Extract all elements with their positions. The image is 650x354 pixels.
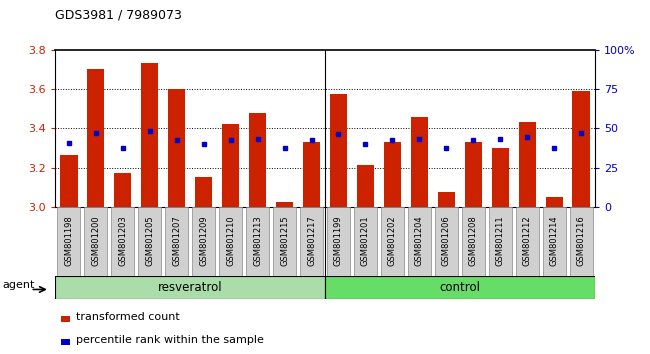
- Text: GSM801205: GSM801205: [145, 215, 154, 266]
- Text: GSM801217: GSM801217: [307, 215, 316, 266]
- Bar: [246, 207, 269, 276]
- Bar: [60, 155, 77, 207]
- Bar: [516, 207, 539, 276]
- Bar: [408, 207, 431, 276]
- Bar: [219, 207, 242, 276]
- Bar: [491, 148, 509, 207]
- Bar: [411, 116, 428, 207]
- Bar: [276, 202, 293, 207]
- Text: agent: agent: [3, 280, 35, 290]
- Text: GSM801210: GSM801210: [226, 215, 235, 266]
- Bar: [519, 122, 536, 207]
- Bar: [437, 192, 455, 207]
- Bar: [138, 207, 161, 276]
- Bar: [55, 276, 325, 299]
- Text: GSM801201: GSM801201: [361, 215, 370, 266]
- Text: GSM801200: GSM801200: [91, 215, 100, 266]
- Bar: [543, 207, 566, 276]
- Text: GSM801209: GSM801209: [199, 215, 208, 266]
- Text: GSM801202: GSM801202: [388, 215, 397, 266]
- Text: GSM801204: GSM801204: [415, 215, 424, 266]
- Bar: [87, 69, 105, 207]
- Text: resveratrol: resveratrol: [158, 281, 222, 294]
- Bar: [462, 207, 485, 276]
- Bar: [357, 165, 374, 207]
- Text: GSM801212: GSM801212: [523, 215, 532, 266]
- Bar: [384, 142, 401, 207]
- Bar: [192, 207, 215, 276]
- Bar: [165, 207, 188, 276]
- Bar: [381, 207, 404, 276]
- Text: GSM801198: GSM801198: [64, 215, 73, 266]
- Text: control: control: [439, 281, 480, 294]
- Text: GSM801207: GSM801207: [172, 215, 181, 266]
- Bar: [354, 207, 377, 276]
- Bar: [141, 63, 159, 207]
- Bar: [57, 207, 80, 276]
- Bar: [222, 124, 239, 207]
- Bar: [573, 91, 590, 207]
- Bar: [249, 113, 266, 207]
- Text: GSM801211: GSM801211: [496, 215, 505, 266]
- Text: GSM801203: GSM801203: [118, 215, 127, 266]
- Bar: [195, 177, 213, 207]
- Bar: [273, 207, 296, 276]
- Text: GSM801216: GSM801216: [577, 215, 586, 266]
- Bar: [60, 339, 70, 344]
- Bar: [327, 207, 350, 276]
- Text: GSM801199: GSM801199: [334, 215, 343, 266]
- Text: GSM801214: GSM801214: [550, 215, 559, 266]
- Bar: [545, 197, 563, 207]
- Bar: [465, 142, 482, 207]
- Text: percentile rank within the sample: percentile rank within the sample: [76, 335, 264, 344]
- Bar: [168, 89, 185, 207]
- Text: GDS3981 / 7989073: GDS3981 / 7989073: [55, 9, 182, 22]
- Bar: [435, 207, 458, 276]
- Bar: [60, 316, 70, 322]
- Bar: [111, 207, 134, 276]
- Text: GSM801206: GSM801206: [442, 215, 451, 266]
- Bar: [114, 173, 131, 207]
- Text: GSM801215: GSM801215: [280, 215, 289, 266]
- Bar: [84, 207, 107, 276]
- Bar: [570, 207, 593, 276]
- Text: GSM801208: GSM801208: [469, 215, 478, 266]
- Bar: [330, 94, 347, 207]
- Text: GSM801213: GSM801213: [253, 215, 262, 266]
- Bar: [303, 142, 320, 207]
- Bar: [325, 276, 595, 299]
- Text: transformed count: transformed count: [76, 312, 179, 322]
- Bar: [300, 207, 323, 276]
- Bar: [489, 207, 512, 276]
